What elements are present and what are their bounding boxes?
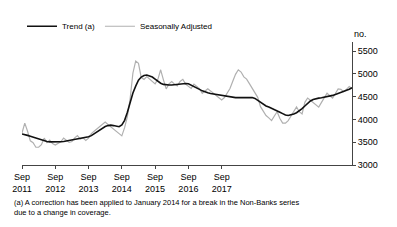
svg-text:4500: 4500 [358, 92, 378, 102]
svg-text:Sep2014: Sep2014 [112, 172, 132, 194]
svg-text:3500: 3500 [358, 137, 378, 147]
svg-text:no.: no. [354, 29, 367, 39]
svg-text:Sep2016: Sep2016 [178, 172, 198, 194]
svg-text:5500: 5500 [358, 46, 378, 56]
svg-text:5000: 5000 [358, 69, 378, 79]
svg-text:Trend (a): Trend (a) [62, 22, 95, 31]
svg-text:3000: 3000 [358, 160, 378, 170]
svg-text:Sep2017: Sep2017 [212, 172, 232, 194]
svg-text:Sep2015: Sep2015 [145, 172, 165, 194]
svg-text:Seasonally Adjusted: Seasonally Adjusted [140, 22, 212, 31]
svg-text:(a) A correction has been appl: (a) A correction has been applied to Jan… [14, 198, 299, 217]
svg-text:4000: 4000 [358, 115, 378, 125]
svg-text:Sep2012: Sep2012 [45, 172, 65, 194]
svg-text:Sep2011: Sep2011 [12, 172, 31, 194]
svg-text:Sep2013: Sep2013 [79, 172, 99, 194]
